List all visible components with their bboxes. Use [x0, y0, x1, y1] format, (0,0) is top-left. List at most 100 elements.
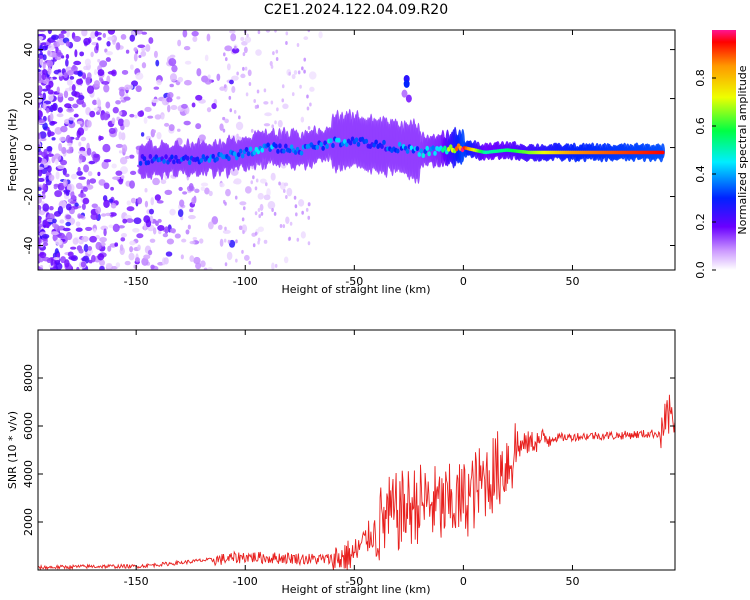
- ridge-core: [405, 148, 410, 154]
- noise-speckle: [301, 66, 304, 71]
- noise-speckle: [156, 131, 162, 140]
- noise-speckle: [117, 118, 125, 127]
- ridge-core: [299, 150, 304, 156]
- noise-speckle: [41, 193, 46, 200]
- noise-speckle: [97, 36, 102, 41]
- ridge-core: [252, 150, 257, 156]
- noise-speckle: [289, 221, 293, 226]
- noise-speckle: [275, 49, 279, 54]
- noise-speckle: [184, 60, 192, 65]
- noise-speckle: [233, 109, 237, 114]
- noise-speckle: [108, 127, 116, 135]
- noise-speckle: [257, 208, 261, 213]
- ridge-core: [266, 142, 270, 148]
- noise-speckle: [120, 33, 127, 40]
- ridge-core: [315, 144, 320, 150]
- noise-speckle: [293, 195, 297, 200]
- noise-speckle: [112, 223, 120, 233]
- noise-speckle: [243, 46, 248, 54]
- noise-speckle: [157, 225, 165, 232]
- noise-speckle: [38, 92, 42, 96]
- noise-speckle: [231, 86, 236, 93]
- snr-panel: -150 -100 -50 0 50 2000 4000 6000 8000 Height o…: [6, 329, 676, 596]
- noise-speckle: [219, 182, 225, 188]
- noise-speckle: [195, 94, 203, 101]
- noise-speckle: [189, 240, 196, 245]
- noise-speckle: [60, 159, 68, 166]
- noise-speckle: [238, 225, 243, 231]
- noise-speckle: [47, 213, 55, 221]
- spectrogram-frame: [37, 29, 676, 271]
- noise-speckle: [42, 183, 46, 192]
- noise-speckle: [75, 221, 81, 227]
- ridge-core: [382, 139, 386, 145]
- ridge-core: [248, 146, 253, 152]
- noise-speckle: [100, 213, 107, 217]
- noise-speckle: [259, 203, 264, 211]
- noise-speckle: [83, 244, 89, 253]
- noise-speckle: [245, 92, 249, 97]
- noise-speckle: [123, 96, 131, 101]
- noise-speckle: [38, 156, 42, 164]
- noise-speckle: [109, 212, 117, 217]
- noise-speckle: [61, 146, 67, 155]
- noise-speckle: [116, 42, 121, 49]
- noise-speckle: [39, 44, 43, 53]
- spectrogram-x-label: Height of straight line (km): [281, 283, 430, 296]
- noise-speckle: [129, 180, 135, 189]
- noise-speckle: [38, 249, 41, 255]
- noise-speckle: [281, 84, 285, 89]
- ridge-core: [174, 154, 178, 160]
- noise-speckle: [126, 200, 131, 206]
- ridge-core: [323, 140, 327, 146]
- colorbar-scale: [712, 30, 736, 270]
- noise-speckle: [283, 256, 289, 264]
- noise-speckle: [38, 265, 41, 270]
- noise-speckle: [92, 99, 98, 106]
- noise-speckle: [83, 164, 90, 173]
- noise-speckle: [307, 241, 311, 246]
- noise-speckle: [66, 149, 73, 154]
- noise-speckle: [145, 135, 152, 141]
- noise-speckle: [154, 114, 162, 120]
- noise-speckle: [147, 115, 154, 119]
- noise-speckle: [200, 186, 206, 191]
- noise-speckle: [78, 248, 84, 254]
- x-tick-label: -50: [345, 575, 363, 588]
- ridge-core: [172, 159, 176, 165]
- noise-speckle: [93, 228, 97, 233]
- noise-speckle: [258, 214, 262, 219]
- noise-speckle: [65, 134, 71, 144]
- ridge-core: [236, 152, 241, 158]
- colorbar-tick-label: 0.0: [694, 261, 707, 279]
- noise-speckle: [224, 262, 228, 267]
- noise-speckle: [303, 69, 306, 74]
- noise-speckle: [129, 170, 137, 176]
- noise-speckle: [129, 113, 135, 118]
- noise-speckle: [65, 58, 69, 67]
- x-tick-label: -150: [124, 275, 149, 288]
- colorbar-ticks: 0.0 0.2 0.4 0.6 0.8: [694, 69, 716, 279]
- noise-speckle: [108, 224, 114, 228]
- noise-speckle: [309, 86, 315, 92]
- noise-speckle: [228, 95, 232, 100]
- noise-speckle: [226, 63, 231, 71]
- noise-speckle: [124, 84, 131, 91]
- noise-speckle: [129, 34, 136, 42]
- noise-speckle: [99, 259, 106, 267]
- noise-speckle: [108, 198, 114, 203]
- noise-speckle: [177, 209, 184, 218]
- ridge-core: [397, 141, 402, 147]
- y-tick-label: 20: [22, 92, 35, 106]
- noise-speckle: [229, 30, 236, 34]
- noise-speckle: [76, 266, 80, 270]
- noise-speckle: [182, 191, 188, 195]
- noise-speckle: [47, 93, 54, 102]
- colorbar-tick-label: 0.4: [694, 165, 707, 183]
- noise-speckle: [48, 80, 54, 88]
- noise-speckle: [187, 224, 191, 230]
- noise-speckle: [78, 193, 87, 198]
- noise-speckle: [42, 88, 49, 92]
- noise-speckle: [140, 50, 147, 57]
